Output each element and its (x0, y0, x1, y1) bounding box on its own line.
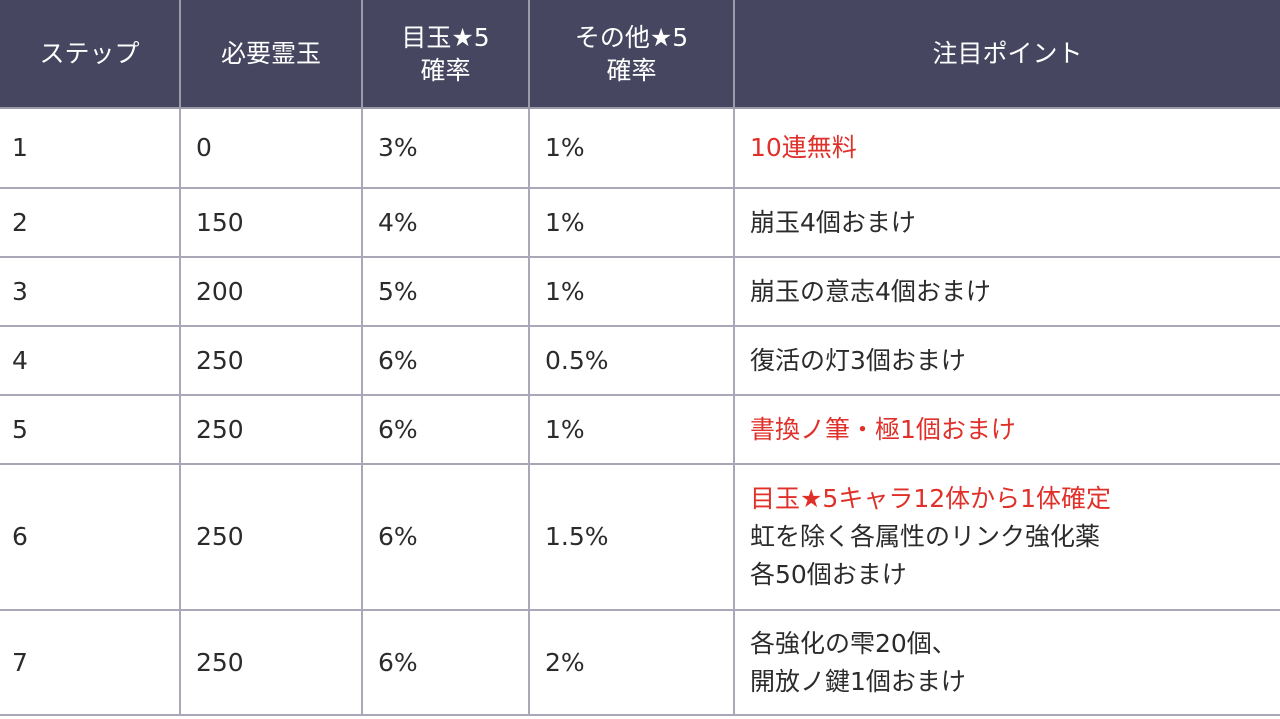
step-cell: 2 (0, 188, 180, 258)
step-cell: 6 (0, 464, 180, 611)
step-cell: 3 (0, 257, 180, 327)
table-row: 1 0 3% 1% 10連無料 (0, 108, 1280, 189)
other-rate-cell: 1% (528, 188, 734, 258)
step-cell: 7 (0, 610, 180, 716)
note-line: 開放ノ鍵1個おまけ (750, 666, 966, 696)
other-rate-cell: 1% (528, 395, 734, 465)
featured-rate-cell: 6% (361, 610, 529, 716)
note-line: 虹を除く各属性のリンク強化薬 (750, 522, 1101, 551)
highlighted-note: 書換ノ筆・極1個おまけ (750, 414, 1016, 444)
table-body: 1 0 3% 1% 10連無料 2 150 4% 1% 崩玉4個おまけ 3 200 5% 1% 崩玉の意志4… (0, 108, 1280, 716)
featured-rate-cell: 6% (361, 395, 529, 465)
highlighted-note: 10連無料 (750, 133, 857, 162)
step-cell: 5 (0, 395, 180, 465)
other-rate-cell: 1% (528, 108, 734, 189)
featured-rate-cell: 5% (361, 257, 529, 327)
highlighted-note: 目玉★5キャラ12体から1体確定 (750, 484, 1112, 513)
cost-cell: 250 (179, 326, 362, 396)
table-row: 2 150 4% 1% 崩玉4個おまけ (0, 188, 1280, 258)
featured-rate-cell: 6% (361, 464, 529, 611)
notes-cell: 目玉★5キャラ12体から1体確定 虹を除く各属性のリンク強化薬 各50個おまけ (733, 464, 1280, 611)
header-featured-rate-line2: 確率 (420, 55, 471, 85)
note-line: 各強化の雫20個、 (750, 628, 957, 658)
other-rate-cell: 2% (528, 610, 734, 716)
notes-cell: 崩玉の意志4個おまけ (733, 257, 1280, 327)
cost-cell: 250 (179, 610, 362, 716)
step-cell: 1 (0, 108, 180, 189)
note-line: 復活の灯3個おまけ (750, 345, 966, 375)
header-featured-rate: 目玉★5 確率 (361, 0, 529, 109)
cost-cell: 250 (179, 464, 362, 611)
notes-cell: 書換ノ筆・極1個おまけ (733, 395, 1280, 465)
header-other-rate-line1: その他★5 (574, 22, 689, 52)
featured-rate-cell: 4% (361, 188, 529, 258)
cost-cell: 0 (179, 108, 362, 189)
note-line: 各50個おまけ (750, 560, 907, 589)
other-rate-cell: 1% (528, 257, 734, 327)
header-other-rate: その他★5 確率 (528, 0, 734, 109)
notes-cell: 10連無料 (733, 108, 1280, 189)
header-cost: 必要霊玉 (179, 0, 362, 109)
table-row: 3 200 5% 1% 崩玉の意志4個おまけ (0, 257, 1280, 327)
table-row: 7 250 6% 2% 各強化の雫20個、 開放ノ鍵1個おまけ (0, 610, 1280, 716)
note-line: 崩玉4個おまけ (750, 207, 916, 237)
table-row: 4 250 6% 0.5% 復活の灯3個おまけ (0, 326, 1280, 396)
featured-rate-cell: 6% (361, 326, 529, 396)
notes-cell: 崩玉4個おまけ (733, 188, 1280, 258)
notes-cell: 各強化の雫20個、 開放ノ鍵1個おまけ (733, 610, 1280, 716)
cost-cell: 150 (179, 188, 362, 258)
cost-cell: 200 (179, 257, 362, 327)
other-rate-cell: 1.5% (528, 464, 734, 611)
header-notes: 注目ポイント (733, 0, 1280, 109)
note-line: 崩玉の意志4個おまけ (750, 276, 991, 306)
notes-cell: 復活の灯3個おまけ (733, 326, 1280, 396)
cost-cell: 250 (179, 395, 362, 465)
header-featured-rate-line1: 目玉★5 (401, 22, 490, 52)
header-other-rate-line2: 確率 (606, 55, 657, 85)
other-rate-cell: 0.5% (528, 326, 734, 396)
header-step: ステップ (0, 0, 180, 109)
table-row: 6 250 6% 1.5% 目玉★5キャラ12体から1体確定 虹を除く各属性のリンク強化薬… (0, 464, 1280, 611)
table-header-row: ステップ 必要霊玉 目玉★5 確率 その他★5 確率 注目ポイント (0, 0, 1280, 109)
table-row: 5 250 6% 1% 書換ノ筆・極1個おまけ (0, 395, 1280, 465)
featured-rate-cell: 3% (361, 108, 529, 189)
step-cell: 4 (0, 326, 180, 396)
